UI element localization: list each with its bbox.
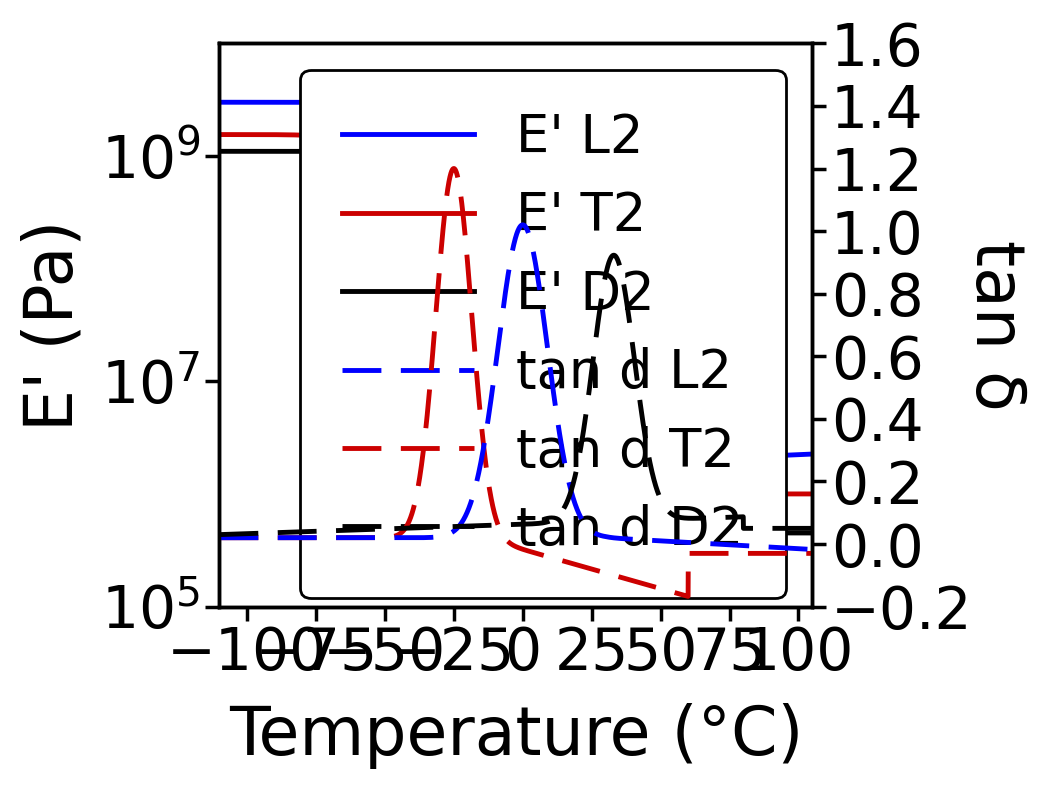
tan d D2 — [466, 521, 478, 531]
E' T2 — [281, 130, 294, 140]
Line: tan d D2: tan d D2 — [219, 255, 812, 535]
tan d L2 — [794, 544, 807, 554]
E' L2 — [626, 457, 639, 466]
E' L2 — [794, 450, 807, 459]
tan d L2 — [316, 533, 328, 543]
E' D2 — [213, 147, 226, 156]
tan d L2 — [516, 220, 529, 230]
tan d D2 — [794, 524, 807, 533]
E' L2 — [316, 97, 328, 107]
Line: E' D2: E' D2 — [219, 152, 812, 533]
E' L2 — [281, 97, 294, 107]
tan d T2 — [281, 533, 294, 543]
tan d T2 — [316, 533, 328, 543]
E' T2 — [466, 479, 478, 488]
E' T2 — [441, 446, 453, 456]
E' D2 — [441, 147, 453, 156]
Y-axis label: tan δ: tan δ — [962, 239, 1028, 410]
E' T2 — [213, 130, 226, 139]
E' T2 — [806, 489, 818, 498]
tan d D2 — [316, 526, 328, 536]
tan d T2 — [731, 548, 744, 558]
tan d D2 — [731, 512, 744, 521]
tan d L2 — [213, 533, 226, 543]
tan d T2 — [806, 548, 818, 558]
E' D2 — [794, 529, 807, 538]
E' D2 — [316, 147, 328, 156]
E' L2 — [466, 152, 478, 162]
Y-axis label: E' (Pa): E' (Pa) — [21, 220, 87, 431]
tan d L2 — [731, 540, 744, 550]
E' D2 — [466, 148, 478, 157]
tan d D2 — [806, 524, 818, 533]
E' T2 — [730, 489, 743, 498]
E' T2 — [316, 132, 328, 141]
E' L2 — [213, 97, 226, 107]
tan d T2 — [795, 548, 808, 558]
Legend: E' L2, E' T2, E' D2, tan d L2, tan d T2, tan d D2: E' L2, E' T2, E' D2, tan d L2, tan d T2,… — [300, 70, 786, 598]
tan d L2 — [441, 530, 453, 540]
tan d D2 — [281, 528, 294, 537]
E' D2 — [730, 528, 743, 537]
Line: E' T2: E' T2 — [219, 134, 812, 494]
tan d D2 — [607, 250, 620, 260]
tan d D2 — [213, 530, 226, 540]
E' L2 — [441, 116, 453, 126]
E' D2 — [806, 529, 818, 538]
tan d D2 — [441, 522, 453, 532]
tan d L2 — [466, 493, 478, 502]
tan d L2 — [806, 545, 818, 555]
tan d T2 — [467, 321, 479, 330]
X-axis label: Temperature (°C): Temperature (°C) — [229, 703, 804, 769]
E' L2 — [806, 450, 818, 459]
E' L2 — [731, 453, 744, 462]
tan d T2 — [682, 592, 694, 601]
tan d T2 — [441, 191, 453, 201]
tan d T2 — [213, 533, 226, 543]
Line: E' L2: E' L2 — [219, 102, 812, 461]
Line: tan d T2: tan d T2 — [219, 168, 812, 596]
E' D2 — [281, 147, 294, 156]
E' T2 — [794, 489, 807, 498]
tan d T2 — [448, 164, 461, 173]
tan d L2 — [281, 533, 294, 543]
Line: tan d L2: tan d L2 — [219, 225, 812, 550]
